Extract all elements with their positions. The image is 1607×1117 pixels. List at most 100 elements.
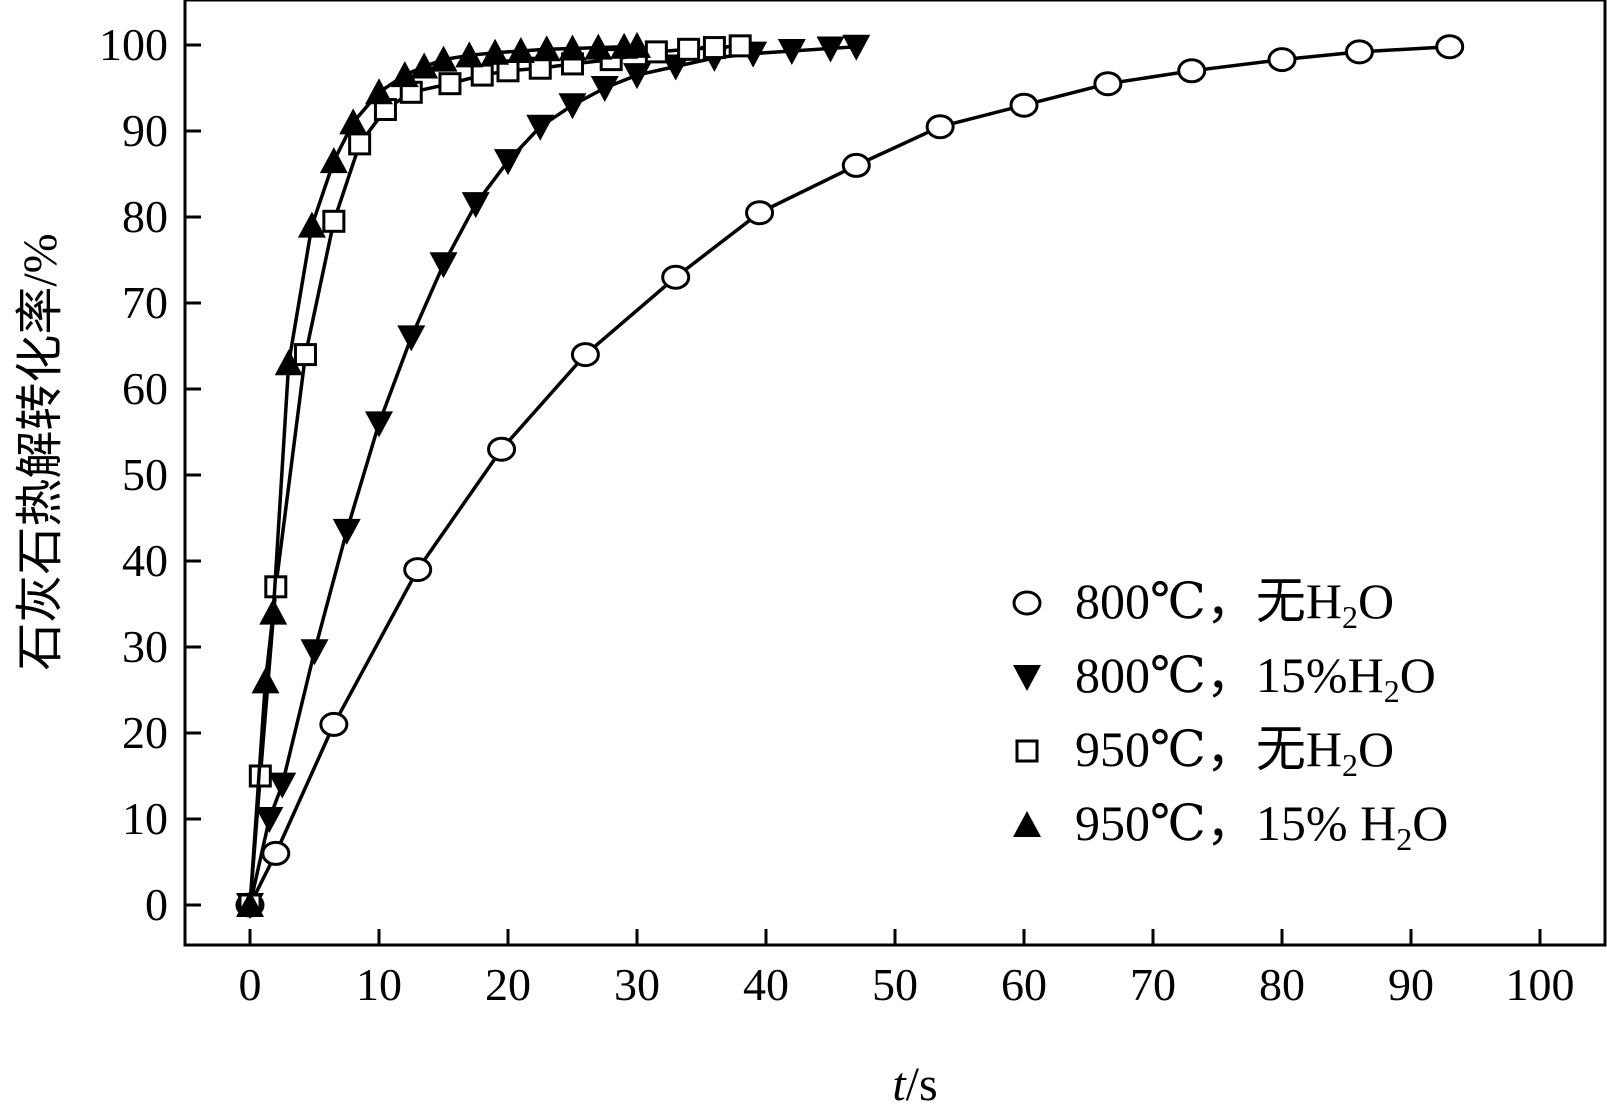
data-point bbox=[1435, 34, 1465, 60]
legend-label-main: 800℃，15%H bbox=[1075, 647, 1384, 703]
legend-item: 950℃，无H2O bbox=[1015, 721, 1394, 783]
x-tick-label: 30 bbox=[614, 959, 660, 1010]
data-point bbox=[487, 436, 517, 462]
data-point bbox=[925, 114, 955, 140]
x-tick-label: 70 bbox=[1130, 959, 1176, 1010]
legend-label-subscript: 2 bbox=[1384, 673, 1400, 709]
legend-label-tail: O bbox=[1358, 721, 1394, 777]
data-point bbox=[255, 807, 284, 833]
data-point bbox=[1177, 58, 1207, 84]
data-point bbox=[841, 152, 871, 178]
data-point bbox=[570, 342, 600, 368]
data-point bbox=[461, 192, 490, 219]
data-point bbox=[590, 76, 619, 102]
series-layer bbox=[235, 31, 1465, 919]
y-tick-label: 50 bbox=[122, 449, 168, 500]
x-axis-title-unit: /s bbox=[906, 1058, 938, 1111]
data-point bbox=[623, 31, 651, 58]
x-tick-label: 10 bbox=[356, 959, 402, 1010]
data-point bbox=[339, 108, 368, 135]
data-point bbox=[1093, 71, 1123, 97]
y-tick-label: 90 bbox=[122, 105, 168, 156]
legend-label-main: 950℃，15% H bbox=[1075, 795, 1396, 851]
data-point bbox=[438, 72, 462, 96]
y-tick-label: 20 bbox=[122, 707, 168, 758]
x-tick-label: 90 bbox=[1388, 959, 1434, 1010]
data-point bbox=[661, 264, 691, 290]
x-axis-title: t/s bbox=[892, 1058, 937, 1111]
legend-label-main: 950℃，无H bbox=[1075, 721, 1342, 777]
data-point bbox=[506, 37, 535, 64]
data-point bbox=[429, 252, 458, 279]
legend-marker bbox=[1013, 665, 1041, 691]
x-tick-label: 20 bbox=[485, 959, 531, 1010]
data-point bbox=[455, 41, 484, 68]
axis-ticks: 0 10 20 30 40 50 60 70 80 90 100 0 10 20 30 40 50 60 70 80 9… bbox=[99, 19, 1575, 1010]
data-point bbox=[397, 325, 426, 352]
legend-item: 800℃，无H2O bbox=[1012, 573, 1394, 635]
data-point bbox=[332, 518, 361, 545]
data-point bbox=[481, 38, 510, 65]
data-point bbox=[702, 36, 726, 60]
data-point bbox=[532, 35, 561, 62]
data-point bbox=[777, 39, 806, 66]
data-point bbox=[496, 59, 520, 83]
y-tick-label: 10 bbox=[122, 793, 168, 844]
data-point bbox=[526, 114, 555, 141]
y-tick-label: 30 bbox=[122, 621, 168, 672]
legend-label-subscript: 2 bbox=[1342, 747, 1358, 783]
y-tick-label: 60 bbox=[122, 363, 168, 414]
data-point bbox=[261, 840, 291, 866]
data-point bbox=[1344, 39, 1374, 65]
legend-label-tail: O bbox=[1412, 795, 1448, 851]
data-point bbox=[623, 63, 651, 90]
data-point bbox=[348, 132, 372, 156]
data-point bbox=[365, 411, 393, 438]
x-axis-title-italic: t bbox=[892, 1058, 907, 1111]
legend-item: 950℃，15% H2O bbox=[1013, 795, 1448, 857]
data-point bbox=[236, 891, 264, 917]
legend-item: 800℃，15%H2O bbox=[1013, 647, 1436, 709]
legend-label-subscript: 2 bbox=[1342, 599, 1358, 635]
data-point bbox=[644, 40, 668, 64]
data-point bbox=[1267, 47, 1297, 73]
legend-label: 800℃，无H2O bbox=[1075, 573, 1394, 635]
data-point bbox=[274, 349, 303, 376]
x-tick-label: 80 bbox=[1259, 959, 1305, 1010]
data-point bbox=[728, 34, 752, 58]
legend-label: 950℃，15% H2O bbox=[1075, 795, 1448, 857]
legend-marker bbox=[1013, 811, 1041, 837]
data-point bbox=[300, 639, 329, 666]
legend-label-main: 800℃，无H bbox=[1075, 573, 1342, 629]
series-4 bbox=[236, 31, 651, 917]
data-point bbox=[661, 54, 690, 81]
series-line bbox=[248, 44, 1450, 906]
y-tick-label: 40 bbox=[122, 535, 168, 586]
series-1 bbox=[235, 34, 1465, 918]
data-point bbox=[842, 34, 871, 61]
x-tick-label: 50 bbox=[872, 959, 918, 1010]
data-point bbox=[268, 772, 297, 799]
data-point bbox=[259, 598, 288, 625]
legend-marker bbox=[1015, 739, 1039, 763]
legend-label-tail: O bbox=[1400, 647, 1436, 703]
legend-label: 800℃，15%H2O bbox=[1075, 647, 1436, 709]
data-point bbox=[410, 52, 439, 79]
data-point bbox=[319, 147, 348, 174]
data-point bbox=[558, 34, 587, 61]
data-point bbox=[584, 33, 613, 60]
y-tick-label: 100 bbox=[99, 19, 168, 70]
data-point bbox=[403, 557, 433, 583]
series-line bbox=[248, 44, 857, 906]
y-tick-label: 80 bbox=[122, 191, 168, 242]
y-axis-title: 石灰石热解转化率/% bbox=[14, 233, 67, 670]
x-tick-label: 60 bbox=[1001, 959, 1047, 1010]
data-point bbox=[558, 93, 587, 120]
data-point bbox=[251, 667, 280, 694]
x-tick-label: 0 bbox=[239, 959, 262, 1010]
data-point bbox=[470, 63, 494, 87]
legend-label-subscript: 2 bbox=[1396, 821, 1412, 857]
legend-label-tail: O bbox=[1358, 573, 1394, 629]
